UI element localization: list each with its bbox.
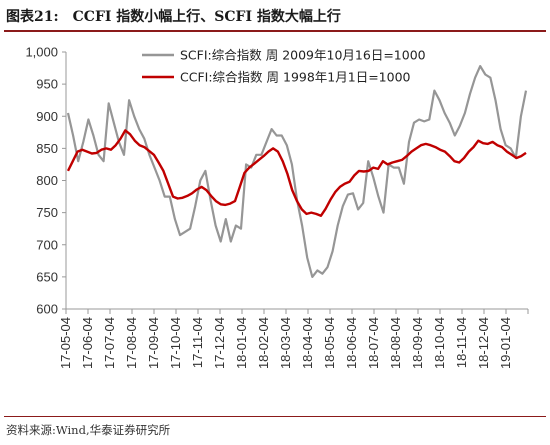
- x-tick-label: 17-07-04: [102, 317, 117, 369]
- x-tick-label: 18-03-04: [278, 317, 293, 369]
- legend: SCFI:综合指数 周 2009年10月16日=1000 CCFI:综合指数 周 …: [142, 48, 426, 85]
- y-tick-label: 650: [36, 269, 58, 284]
- x-tick-label: 18-01-04: [234, 317, 249, 369]
- x-tick-label: 18-10-04: [432, 317, 447, 369]
- legend-ccfi-label: CCFI:综合指数 周 1998年1月1日=1000: [180, 70, 411, 85]
- y-tick-label: 750: [36, 205, 58, 220]
- x-tick-label: 18-05-04: [322, 317, 337, 369]
- y-axis-ticks: 600 650 700 750 800 850 900 950 1,000: [25, 45, 66, 317]
- y-tick-label: 950: [36, 77, 58, 92]
- x-tick-label: 18-07-04: [366, 317, 381, 369]
- x-axis-ticks: 17-05-04 17-06-04 17-07-04 17-08-04 17-09-04…: [58, 309, 529, 369]
- axes: [65, 52, 528, 310]
- x-tick-label: 17-12-04: [212, 317, 227, 369]
- title-divider: [4, 30, 546, 32]
- y-tick-label: 850: [36, 141, 58, 156]
- scfi-series-line: [66, 64, 528, 278]
- x-tick-label: 17-08-04: [124, 317, 139, 369]
- x-tick-label: 17-10-04: [168, 317, 183, 369]
- x-tick-label: 18-09-04: [410, 317, 425, 369]
- x-tick-label: 18-12-04: [476, 317, 491, 369]
- x-tick-label: 19-01-04: [498, 317, 513, 369]
- figure-label: 图表21:: [6, 9, 59, 25]
- x-tick-label: 17-06-04: [80, 317, 95, 369]
- x-tick-label: 17-05-04: [58, 317, 73, 369]
- y-tick-label: 900: [36, 109, 58, 124]
- footer-divider: [4, 416, 546, 417]
- x-tick-label: 18-08-04: [388, 317, 403, 369]
- series-lines: [66, 64, 528, 278]
- ccfi-series-line: [66, 129, 527, 218]
- x-tick-label: 17-09-04: [146, 317, 161, 369]
- chart-title: CCFI 指数小幅上行、SCFI 指数大幅上行: [72, 9, 341, 25]
- y-tick-label: 1,000: [25, 45, 58, 60]
- x-tick-label: 18-06-04: [344, 317, 359, 369]
- y-tick-label: 800: [36, 173, 58, 188]
- source-note: 资料来源:Wind,华泰证券研究所: [6, 423, 171, 437]
- x-tick-label: 17-11-04: [190, 317, 205, 368]
- y-tick-label: 700: [36, 237, 58, 252]
- y-tick-label: 600: [36, 302, 58, 317]
- x-tick-label: 18-02-04: [256, 317, 271, 369]
- x-tick-label: 18-04-04: [300, 317, 315, 369]
- legend-scfi-label: SCFI:综合指数 周 2009年10月16日=1000: [180, 48, 426, 63]
- x-tick-label: 18-11-04: [454, 317, 469, 368]
- figure-title-bar: 图表21: CCFI 指数小幅上行、SCFI 指数大幅上行: [6, 5, 544, 29]
